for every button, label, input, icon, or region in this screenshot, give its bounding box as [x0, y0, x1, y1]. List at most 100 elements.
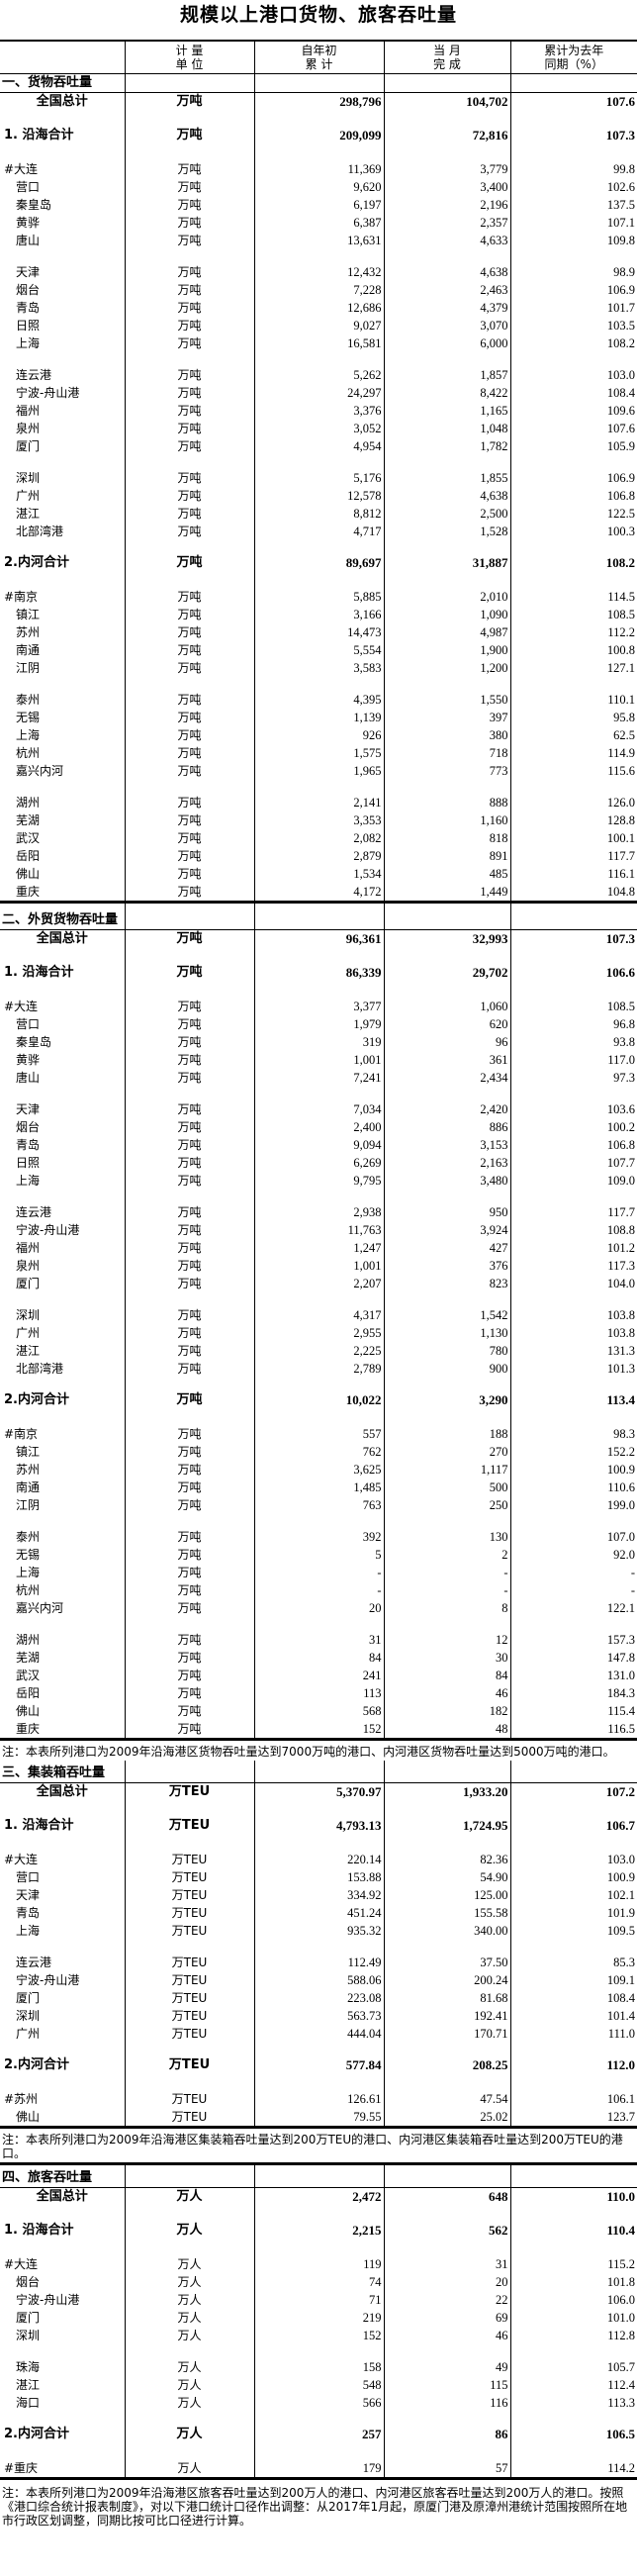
- month-cell: 1,200: [383, 659, 510, 677]
- row-label: 苏州: [16, 625, 41, 639]
- table-row: 苏州 万吨 14,473 4,987 112.2: [0, 623, 637, 641]
- table-row: 日照 万吨 6,269 2,163 107.7: [0, 1154, 637, 1172]
- spacer-cell: [509, 1087, 637, 1100]
- table-row: 福州 万吨 3,376 1,165 109.6: [0, 402, 637, 420]
- table-row: 秦皇岛 万吨 6,197 2,196 137.5: [0, 196, 637, 214]
- pct-cell: 114.9: [509, 744, 637, 762]
- pct-cell: 104.0: [509, 1275, 637, 1292]
- spacer-row: [0, 1409, 637, 1425]
- month-cell: 2,434: [383, 1069, 510, 1087]
- table-note-row: 注：本表所列港口为2009年沿海港区集装箱吞吐量达到200万TEU的港口、内河港…: [0, 2127, 637, 2165]
- month-cell: 192.41: [383, 2007, 510, 2025]
- month-cell: 31: [383, 2255, 510, 2273]
- table-row: 武汉 万吨 241 84 131.0: [0, 1667, 637, 1684]
- month-cell: 1,855: [383, 469, 510, 487]
- ytd-cell: 392: [253, 1528, 384, 1546]
- pct-cell: 101.4: [509, 2007, 637, 2025]
- pct-cell: 106.6: [509, 964, 637, 982]
- spacer-cell: [0, 111, 125, 127]
- unit-cell: 万人: [124, 2426, 254, 2443]
- spacer-cell: [124, 2074, 254, 2090]
- ytd-cell: 223.08: [253, 1989, 384, 2007]
- row-label: 广州: [16, 2027, 41, 2041]
- ytd-cell: 1,001: [253, 1257, 384, 1275]
- unit-cell: 万吨: [124, 366, 254, 384]
- spacer-cell: [509, 948, 637, 964]
- unit-cell: 万人: [124, 2394, 254, 2412]
- header-unit: 计 量 单 位: [124, 41, 254, 74]
- ytd-cell: 96,361: [253, 929, 384, 948]
- pct-cell: 131.0: [509, 1667, 637, 1684]
- ytd-cell: 2,955: [253, 1324, 384, 1342]
- row-label: 日照: [16, 319, 41, 333]
- table-row: 武汉 万吨 2,082 818 100.1: [0, 829, 637, 847]
- spacer-cell: [0, 572, 125, 588]
- row-label: 上海: [16, 336, 41, 350]
- row-label: 青岛: [16, 1906, 41, 1920]
- pct-cell: 109.5: [509, 1922, 637, 1940]
- table-row: #重庆 万人 179 57 114.2: [0, 2459, 637, 2480]
- empty-cell: [124, 902, 254, 930]
- pct-cell: 104.8: [509, 883, 637, 904]
- row-label: 宁波-舟山港: [16, 1223, 80, 1237]
- unit-cell: 万吨: [124, 829, 254, 847]
- row-label: 天津: [16, 1102, 41, 1116]
- month-cell: 47.54: [383, 2090, 510, 2108]
- row-label: #南京: [4, 1427, 39, 1441]
- ytd-cell: 5,262: [253, 366, 384, 384]
- spacer-cell: [253, 352, 384, 366]
- row-label: 深圳: [16, 2329, 41, 2342]
- row-label: 黄骅: [16, 1053, 41, 1067]
- unit-cell: 万吨: [124, 232, 254, 249]
- unit-cell: 万吨: [124, 1461, 254, 1479]
- pct-cell: 99.8: [509, 160, 637, 178]
- unit-cell: 万吨: [124, 1391, 254, 1409]
- month-cell: 25.02: [383, 2108, 510, 2129]
- unit-cell: 万吨: [124, 1069, 254, 1087]
- pct-cell: 102.1: [509, 1886, 637, 1904]
- month-cell: 1,900: [383, 641, 510, 659]
- pct-cell: 117.7: [509, 847, 637, 865]
- unit-cell: 万吨: [124, 1631, 254, 1649]
- spacer-cell: [124, 2443, 254, 2459]
- month-cell: 886: [383, 1118, 510, 1136]
- spacer-row: [0, 982, 637, 998]
- unit-cell: 万吨: [124, 709, 254, 726]
- month-cell: 250: [383, 1496, 510, 1514]
- row-label: 无锡: [16, 1548, 41, 1562]
- row-label: 2.内河合计: [4, 2427, 69, 2441]
- row-label: 佛山: [16, 1704, 41, 1718]
- unit-cell: 万吨: [124, 659, 254, 677]
- pct-cell: 157.3: [509, 1631, 637, 1649]
- month-cell: 81.68: [383, 1989, 510, 2007]
- spacer-cell: [253, 111, 384, 127]
- month-cell: 130: [383, 1528, 510, 1546]
- row-label: 嘉兴内河: [16, 1601, 64, 1615]
- spacer-cell: [383, 352, 510, 366]
- month-cell: 1,449: [383, 883, 510, 904]
- unit-cell: 万TEU: [124, 1989, 254, 2007]
- spacer-cell: [383, 948, 510, 964]
- spacer-cell: [253, 540, 384, 554]
- row-label: 全国总计: [36, 931, 88, 946]
- spacer-cell: [509, 1617, 637, 1631]
- table-row: 泉州 万吨 3,052 1,048 107.6: [0, 420, 637, 437]
- table-row: 烟台 万人 74 20 101.8: [0, 2273, 637, 2291]
- unit-cell: 万吨: [124, 1118, 254, 1136]
- spacer-cell: [0, 1292, 125, 1306]
- row-label: 1. 沿海合计: [4, 1818, 74, 1833]
- unit-cell: 万TEU: [124, 1971, 254, 1989]
- spacer-cell: [509, 144, 637, 160]
- row-label: 湖州: [16, 1633, 41, 1647]
- row-label: 镇江: [16, 1445, 41, 1459]
- ytd-cell: 241: [253, 1667, 384, 1684]
- unit-cell: 万TEU: [124, 2090, 254, 2108]
- pct-cell: 108.5: [509, 606, 637, 623]
- spacer-cell: [253, 2240, 384, 2255]
- spacer-cell: [0, 2043, 125, 2056]
- pct-cell: 117.0: [509, 1051, 637, 1069]
- table-row: 杭州 万吨 - - -: [0, 1581, 637, 1599]
- ytd-cell: 763: [253, 1496, 384, 1514]
- pct-cell: 126.0: [509, 794, 637, 811]
- row-label: 广州: [16, 1326, 41, 1340]
